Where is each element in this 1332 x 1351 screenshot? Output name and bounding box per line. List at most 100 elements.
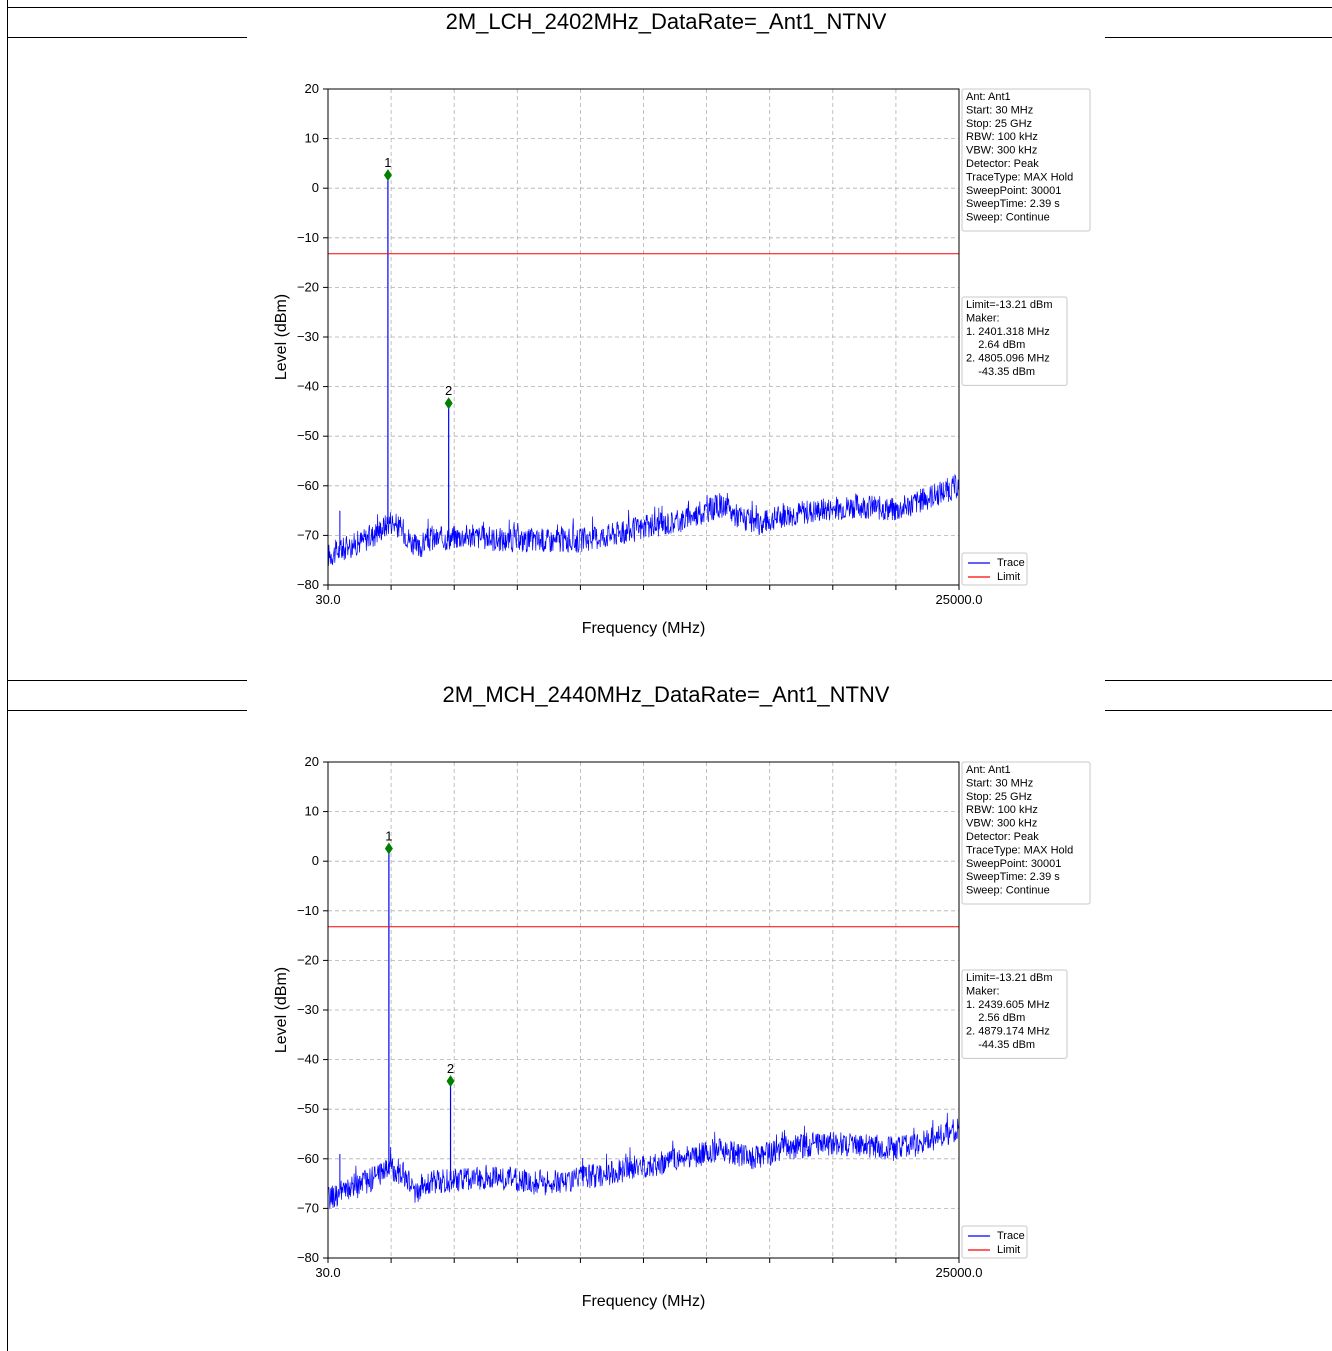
- legend-limit-label: Limit: [997, 1244, 1020, 1256]
- section-title: 2M_MCH_2440MHz_DataRate=_Ant1_NTNV: [442, 682, 890, 707]
- y-tick-label: 0: [312, 180, 319, 195]
- section-divider-right: [1105, 680, 1332, 681]
- chart-section-lch: 2M_LCH_2402MHz_DataRate=_Ant1_NTNV 1 2 20 1…: [0, 7, 1332, 680]
- y-axis-title: Level (dBm): [273, 294, 290, 380]
- y-tick-label: −40: [297, 1052, 319, 1067]
- settings-box-frame: [961, 761, 1091, 905]
- x-tick-label: 25000.0: [936, 592, 983, 607]
- title-underline-left: [7, 710, 247, 711]
- y-tick-label: −70: [297, 527, 319, 542]
- settings-line: Stop: 25 GHz: [966, 118, 1032, 130]
- settings-line: RBW: 100 kHz: [966, 131, 1038, 143]
- marker-1: [383, 169, 392, 182]
- settings-line: TraceType: MAX Hold: [966, 171, 1073, 183]
- y-tick-label: −80: [297, 577, 319, 592]
- marker-label-1: 1: [384, 155, 391, 170]
- results-box-frame: [961, 969, 1068, 1059]
- results-line: 2.56 dBm: [966, 1012, 1025, 1024]
- y-axis-title: Level (dBm): [273, 967, 290, 1053]
- settings-line: Ant: Ant1: [966, 91, 1011, 103]
- results-line: 1. 2439.605 MHz: [966, 999, 1050, 1011]
- y-tick-label: 10: [305, 131, 319, 146]
- results-line: 2. 4805.096 MHz: [966, 353, 1050, 365]
- x-tick-label: 30.0: [315, 592, 340, 607]
- legend: Trace Limit: [961, 552, 1028, 586]
- settings-line: Sweep: Continue: [966, 885, 1050, 897]
- settings-line: Detector: Peak: [966, 158, 1039, 170]
- settings-line: Stop: 25 GHz: [966, 791, 1032, 803]
- title-underline-right: [1105, 710, 1332, 711]
- y-tick-label: −60: [297, 478, 319, 493]
- settings-line: Start: 30 MHz: [966, 104, 1033, 116]
- title-underline-right: [1105, 37, 1332, 38]
- section-divider-left: [7, 680, 247, 681]
- x-axis-title: Frequency (MHz): [582, 620, 706, 637]
- marker-1: [384, 842, 393, 855]
- x-tick-label: 25000.0: [936, 1265, 983, 1280]
- results-line: 1. 2401.318 MHz: [966, 326, 1050, 338]
- legend-limit-label: Limit: [997, 571, 1020, 583]
- legend: Trace Limit: [961, 1225, 1028, 1259]
- settings-line: SweepPoint: 30001: [966, 185, 1061, 197]
- settings-line: Ant: Ant1: [966, 764, 1011, 776]
- y-tick-label: 0: [312, 853, 319, 868]
- y-tick-label: −80: [297, 1250, 319, 1265]
- y-tick-label: −50: [297, 1101, 319, 1116]
- settings-line: Detector: Peak: [966, 831, 1039, 843]
- results-line: 2.64 dBm: [966, 339, 1025, 351]
- y-tick-label: −10: [297, 903, 319, 918]
- settings-line: Start: 30 MHz: [966, 777, 1033, 789]
- y-tick-label: 20: [305, 81, 319, 96]
- results-line: Maker:: [966, 312, 1000, 324]
- section-title: 2M_LCH_2402MHz_DataRate=_Ant1_NTNV: [445, 9, 887, 34]
- y-tick-label: −70: [297, 1200, 319, 1215]
- y-tick-label: 20: [305, 754, 319, 769]
- title-underline-left: [7, 37, 247, 38]
- results-box-frame: [961, 296, 1068, 386]
- results-line: 2. 4879.174 MHz: [966, 1026, 1050, 1038]
- settings-line: SweepTime: 2.39 s: [966, 198, 1060, 210]
- y-tick-label: −40: [297, 379, 319, 394]
- results-line: Limit=-13.21 dBm: [966, 972, 1053, 984]
- results-line: Maker:: [966, 985, 1000, 997]
- results-line: -44.35 dBm: [966, 1039, 1035, 1051]
- y-tick-label: −30: [297, 329, 319, 344]
- x-tick-label: 30.0: [315, 1265, 340, 1280]
- legend-trace-label: Trace: [997, 557, 1025, 569]
- settings-line: SweepPoint: 30001: [966, 858, 1061, 870]
- y-tick-label: 10: [305, 804, 319, 819]
- grid: [328, 89, 959, 585]
- trace-noise-line: [327, 473, 960, 566]
- settings-line: SweepTime: 2.39 s: [966, 871, 1060, 883]
- chart-section-mch: 2M_MCH_2440MHz_DataRate=_Ant1_NTNV 1 2 20 1…: [0, 680, 1332, 1351]
- y-tick-label: −20: [297, 279, 319, 294]
- y-tick-label: −50: [297, 428, 319, 443]
- settings-line: RBW: 100 kHz: [966, 804, 1038, 816]
- marker-2: [444, 397, 453, 410]
- results-line: Limit=-13.21 dBm: [966, 299, 1053, 311]
- x-axis-title: Frequency (MHz): [582, 1293, 706, 1310]
- y-tick-label: −10: [297, 230, 319, 245]
- marker-label-2: 2: [447, 1061, 454, 1076]
- settings-box-frame: [961, 88, 1091, 232]
- trace-noise-line: [327, 1112, 960, 1209]
- settings-line: Sweep: Continue: [966, 212, 1050, 224]
- settings-line: VBW: 300 kHz: [966, 145, 1037, 157]
- settings-line: VBW: 300 kHz: [966, 818, 1037, 830]
- y-tick-label: −20: [297, 952, 319, 967]
- settings-line: TraceType: MAX Hold: [966, 844, 1073, 856]
- legend-trace-label: Trace: [997, 1230, 1025, 1242]
- marker-label-1: 1: [385, 829, 392, 844]
- y-tick-label: −30: [297, 1002, 319, 1017]
- marker-2: [446, 1075, 455, 1088]
- y-tick-label: −60: [297, 1151, 319, 1166]
- table-top-border: [7, 7, 1332, 8]
- table-left-border: [7, 0, 8, 1351]
